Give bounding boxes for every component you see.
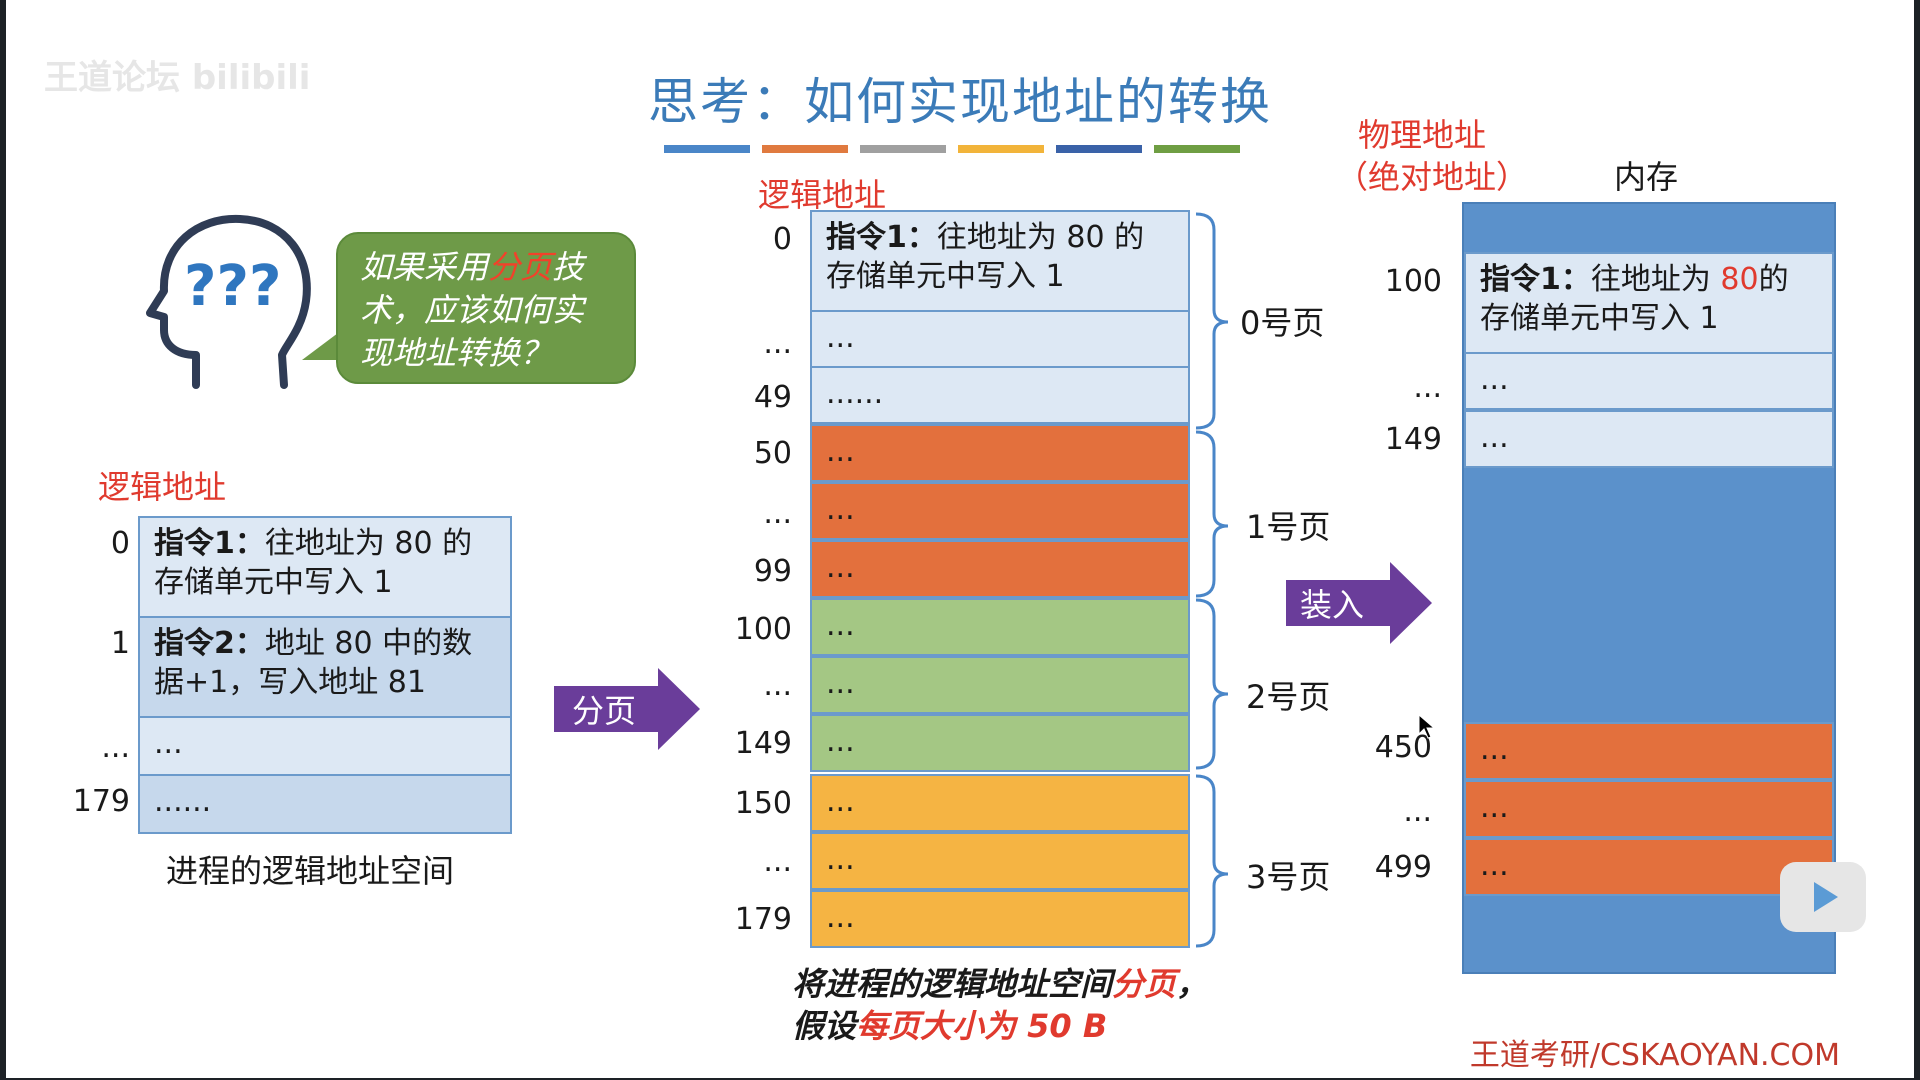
address-label: 499 xyxy=(1374,850,1432,885)
address-label: ... xyxy=(763,496,792,531)
svg-text:???: ??? xyxy=(184,254,281,319)
address-label: 179 xyxy=(734,902,792,937)
bubble-tail xyxy=(302,330,342,360)
memory-cell: ... xyxy=(1464,838,1834,896)
address-label: 1 xyxy=(110,626,130,661)
left-heading: 逻辑地址 xyxy=(98,468,227,506)
middle-heading: 逻辑地址 xyxy=(758,176,887,214)
caption-highlight: 分页 xyxy=(1112,965,1177,1003)
address-label: 0 xyxy=(772,222,792,257)
address-label: 450 xyxy=(1374,730,1432,765)
instruction-label: 指令1： xyxy=(1480,262,1591,297)
thinking-head-icon: ??? xyxy=(146,214,311,389)
memory-cell: 指令1：往地址为 80的存储单元中写入 1 xyxy=(1464,252,1834,354)
address-label: 179 xyxy=(72,784,130,819)
address-label: 0 xyxy=(110,526,130,561)
address-label: 149 xyxy=(1384,422,1442,457)
page-label: 2号页 xyxy=(1246,678,1331,716)
memory-cell: ... xyxy=(810,714,1190,772)
mouse-cursor-icon xyxy=(1418,714,1436,739)
watermark: 王道论坛 bilibili xyxy=(44,58,311,98)
memory-cell: ... xyxy=(810,832,1190,890)
address-label: ... xyxy=(1403,794,1432,829)
caption-highlight: 每页大小为 50 B xyxy=(856,1006,1108,1045)
memory-cell: ... xyxy=(810,540,1190,598)
memory-cell: 指令2：地址 80 中的数据+1，写入地址 81 xyxy=(138,616,512,718)
slide: 王道论坛 bilibili 思考：如何实现地址的转换 ??? 如果采用分页技术，… xyxy=(6,0,1914,1078)
instruction-label: 指令2： xyxy=(154,626,265,661)
memory-label: 内存 xyxy=(1614,158,1679,196)
address-label: ... xyxy=(1413,370,1442,405)
arrow-label-load: 装入 xyxy=(1300,586,1365,624)
memory-cell: ... xyxy=(1464,722,1834,780)
memory-cell: ... xyxy=(138,716,512,776)
instruction-label: 指令1： xyxy=(826,220,937,255)
memory-cell: 指令1：往地址为 80 的存储单元中写入 1 xyxy=(138,516,512,618)
page-label: 3号页 xyxy=(1246,858,1331,896)
address-label: ... xyxy=(101,730,130,765)
title-bar-segment xyxy=(1154,145,1240,153)
arrow-right-icon xyxy=(554,668,700,750)
memory-cell: ... xyxy=(810,598,1190,656)
slide-title: 思考：如何实现地址的转换 xyxy=(648,73,1272,131)
memory-cell: ... xyxy=(1464,780,1834,838)
memory-cell: ... xyxy=(810,424,1190,482)
caption-text: 将进程的逻辑地址空间 xyxy=(792,965,1113,1003)
bubble-text: 技术，应该如何实现地址转换？ xyxy=(360,248,585,373)
memory-cell: 指令1：往地址为 80 的存储单元中写入 1 xyxy=(810,210,1190,312)
instruction-label: 指令1： xyxy=(154,526,265,561)
title-bar-segment xyxy=(958,145,1044,153)
memory-cell: ... xyxy=(1464,410,1834,468)
bubble-text: 如果采用 xyxy=(360,248,489,286)
address-label: 150 xyxy=(734,786,792,821)
right-heading: 物理地址 xyxy=(1358,116,1487,154)
page-label: 0号页 xyxy=(1240,304,1325,342)
speech-bubble: 如果采用分页技术，应该如何实现地址转换？ xyxy=(336,232,636,384)
instruction-text: 往地址为 xyxy=(1590,262,1721,297)
memory-cell: ... xyxy=(1464,352,1834,410)
memory-cell: ... xyxy=(810,890,1190,948)
arrow-right-icon xyxy=(1286,562,1432,644)
title-bar-segment xyxy=(1056,145,1142,153)
address-label: 99 xyxy=(753,554,792,589)
address-label: 49 xyxy=(753,380,792,415)
title-bar-segment xyxy=(664,145,750,153)
title-bar-segment xyxy=(762,145,848,153)
footer-brand: 王道考研/CSKAOYAN.COM xyxy=(1469,1038,1840,1073)
memory-cell: ...... xyxy=(810,366,1190,424)
address-label: 149 xyxy=(734,726,792,761)
address-label: 100 xyxy=(734,612,792,647)
address-label: ... xyxy=(763,844,792,879)
bilibili-play-icon[interactable] xyxy=(1780,862,1866,932)
page-braces xyxy=(1195,212,1229,948)
address-highlight: 80 xyxy=(1720,262,1759,297)
address-label: ... xyxy=(763,326,792,361)
address-label: 50 xyxy=(753,436,792,471)
address-label: 100 xyxy=(1384,264,1442,299)
left-caption: 进程的逻辑地址空间 xyxy=(166,852,455,890)
middle-caption: 将进程的逻辑地址空间分页，假设每页大小为 50 B xyxy=(792,964,1212,1047)
page-label: 1号页 xyxy=(1246,508,1331,546)
memory-cell: ... xyxy=(810,310,1190,368)
instruction-text: 地址 80 中的数据+1，写入地址 81 xyxy=(154,626,473,700)
right-heading-sub: （绝对地址） xyxy=(1336,158,1529,196)
memory-cell: ...... xyxy=(138,774,512,834)
memory-cell: ... xyxy=(810,482,1190,540)
instruction-text: 往地址为 80 的存储单元中写入 1 xyxy=(826,220,1145,294)
memory-cell: ... xyxy=(810,656,1190,714)
instruction-text: 的存储单元中写入 1 xyxy=(1480,262,1789,336)
title-bar-segment xyxy=(860,145,946,153)
arrow-label-paging: 分页 xyxy=(572,692,637,730)
address-label: ... xyxy=(763,668,792,703)
memory-cell: ... xyxy=(810,774,1190,832)
bubble-highlight: 分页 xyxy=(488,248,553,286)
instruction-text: 往地址为 80 的存储单元中写入 1 xyxy=(154,526,473,600)
caption-text: ，假设 xyxy=(792,965,1209,1045)
